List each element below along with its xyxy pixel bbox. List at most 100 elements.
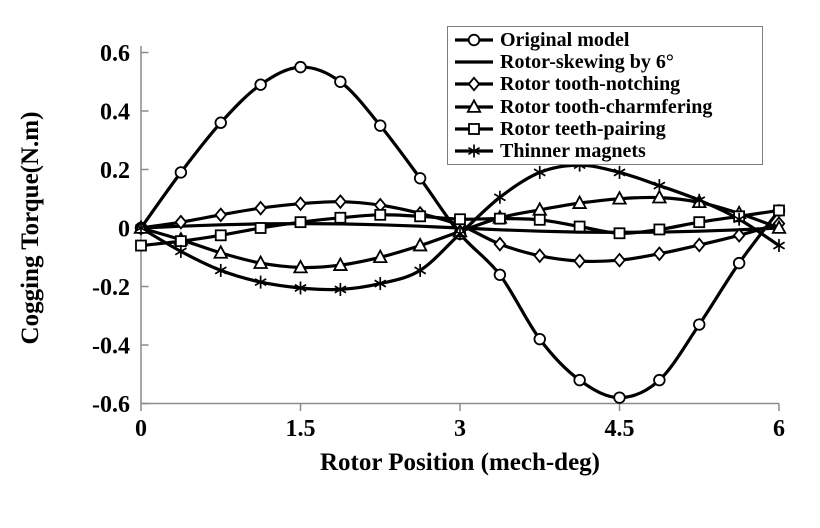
legend-item-rotor-teeth-pairing: Rotor teeth-pairing	[454, 118, 756, 140]
marker-diamond	[533, 248, 547, 264]
marker-triangle	[466, 98, 482, 113]
marker-asterisk	[174, 244, 187, 258]
y-tick-label: 0.2	[100, 158, 130, 184]
legend-marker-none	[455, 60, 493, 64]
marker-asterisk	[653, 179, 666, 193]
legend-marker-triangle	[455, 98, 493, 113]
marker-asterisk	[214, 263, 227, 277]
asterisk-spoke	[493, 193, 506, 202]
legend-label: Rotor tooth-notching	[500, 73, 681, 96]
marker-circle	[174, 166, 188, 179]
marker-circle	[613, 391, 626, 404]
marker-circle	[413, 172, 427, 185]
asterisk-spoke	[374, 279, 387, 288]
y-tick-label: -0.6	[92, 392, 130, 418]
legend-label: Rotor tooth-charmfering	[500, 95, 713, 118]
y-tick-label: 0.6	[100, 41, 130, 67]
marker-circle	[732, 256, 746, 270]
marker-diamond	[254, 200, 267, 216]
marker-square	[454, 213, 466, 226]
marker-triangle	[412, 237, 428, 252]
marker-asterisk	[733, 212, 746, 226]
marker-square	[653, 223, 666, 236]
x-axis-title: Rotor Position (mech-deg)	[320, 449, 600, 476]
marker-square	[294, 216, 307, 229]
marker-diamond	[467, 76, 481, 92]
legend-label: Rotor-skewing by 6°	[500, 51, 674, 74]
marker-square	[573, 220, 586, 233]
marker-square	[533, 213, 546, 226]
marker-square	[174, 235, 187, 248]
marker-diamond	[692, 237, 706, 253]
marker-asterisk	[334, 282, 347, 296]
marker-triangle	[332, 256, 349, 271]
marker-circle	[334, 75, 347, 88]
marker-diamond	[653, 246, 666, 262]
y-tick-label: 0	[118, 217, 130, 243]
legend-marker-square	[455, 122, 493, 135]
marker-square	[135, 239, 147, 252]
marker-asterisk	[533, 165, 546, 179]
marker-triangle	[213, 244, 229, 259]
chart-legend: Original model Rotor-skewing by 6° Rotor t…	[447, 26, 763, 165]
asterisk-spoke	[733, 215, 746, 224]
x-tick-label: 3	[454, 416, 466, 442]
asterisk-spoke	[174, 247, 187, 256]
marker-circle	[294, 60, 307, 74]
marker-asterisk	[134, 221, 148, 235]
x-tick-label: 4.5	[605, 416, 635, 442]
asterisk-spoke	[613, 168, 626, 177]
marker-circle	[533, 332, 546, 346]
y-axis-title: Cogging Torque(N.m)	[17, 112, 44, 345]
series-markers	[133, 60, 787, 404]
marker-square	[214, 229, 227, 242]
marker-triangle	[611, 190, 628, 205]
marker-asterisk	[493, 190, 506, 204]
marker-asterisk	[613, 165, 626, 179]
marker-diamond	[613, 252, 626, 268]
asterisk-spoke	[214, 266, 227, 275]
marker-asterisk	[453, 227, 467, 241]
y-tick-label: -0.2	[92, 275, 130, 301]
marker-triangle	[571, 194, 588, 209]
marker-diamond	[294, 196, 307, 212]
asterisk-spoke	[254, 278, 267, 287]
marker-square	[773, 204, 785, 217]
marker-asterisk	[254, 275, 267, 289]
marker-diamond	[493, 236, 507, 252]
marker-square	[254, 222, 267, 234]
marker-diamond	[174, 214, 188, 230]
marker-diamond	[732, 227, 746, 243]
marker-asterisk	[772, 239, 786, 253]
legend-label: Original model	[500, 29, 630, 52]
marker-triangle	[771, 219, 787, 234]
x-tick-label: 1.5	[286, 416, 316, 442]
marker-circle	[693, 318, 706, 331]
asterisk-spoke	[772, 241, 786, 250]
asterisk-spoke	[453, 229, 467, 238]
marker-asterisk	[374, 277, 387, 291]
marker-asterisk	[294, 281, 307, 295]
legend-label: Rotor teeth-pairing	[500, 117, 666, 140]
marker-square	[613, 227, 626, 240]
marker-circle	[493, 268, 507, 282]
marker-diamond	[214, 207, 228, 223]
y-tick-label: 0.4	[100, 100, 130, 126]
legend-item-rotor-tooth-notching: Rotor tooth-notching	[454, 73, 756, 95]
marker-triangle	[651, 189, 668, 204]
marker-triangle	[372, 248, 388, 264]
legend-item-original-model: Original model	[454, 29, 756, 51]
marker-circle	[467, 33, 481, 47]
asterisk-spoke	[653, 181, 666, 190]
asterisk-spoke	[134, 223, 148, 233]
marker-asterisk	[414, 263, 427, 277]
asterisk-spoke	[414, 266, 427, 275]
marker-asterisk	[693, 193, 706, 207]
marker-square	[493, 212, 506, 225]
marker-diamond	[334, 194, 347, 210]
x-tick-label: 6	[773, 416, 785, 442]
legend-item-rotor-tooth-charmfering: Rotor tooth-charmfering	[454, 96, 756, 118]
marker-square	[414, 210, 427, 223]
y-tick-label: -0.4	[92, 334, 130, 360]
